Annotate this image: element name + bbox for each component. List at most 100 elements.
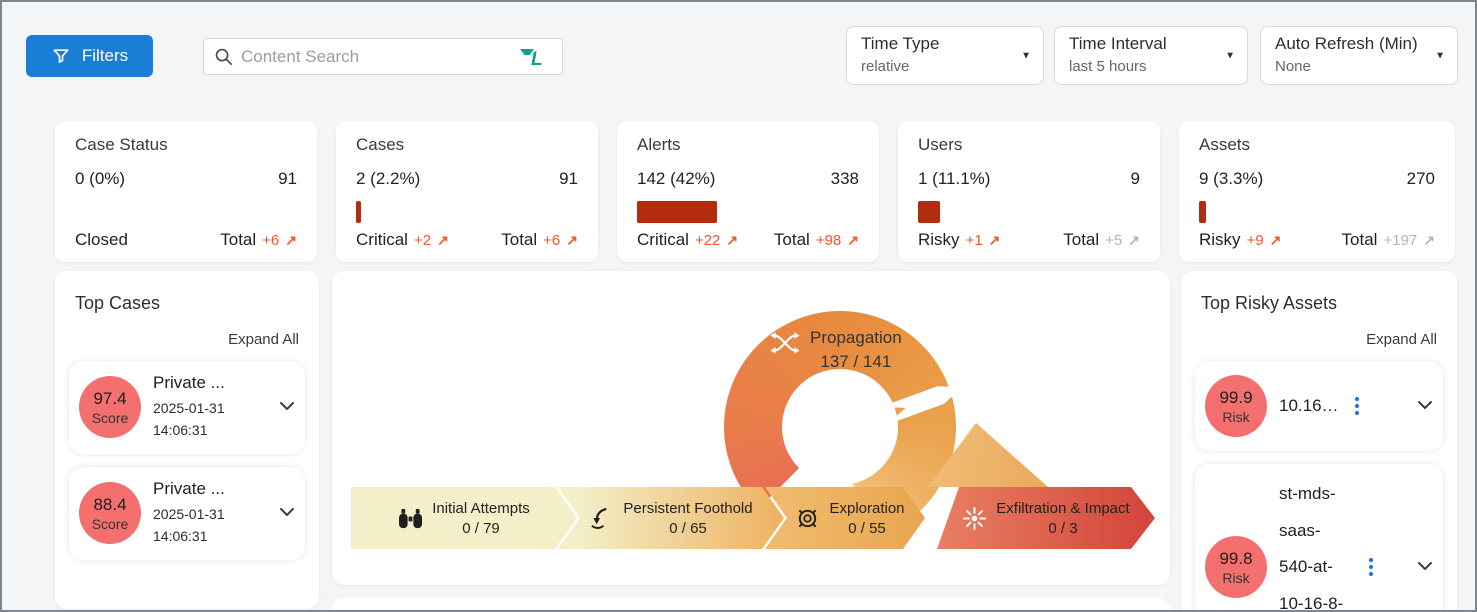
asset-list-item[interactable]: 99.8 Risk st-mds-saas-540-at-10-16-8-20 <box>1195 464 1443 612</box>
stat-card-cases[interactable]: Cases 2 (2.2%) 91 Critical +2 ↗ Total +6… <box>336 121 598 262</box>
top-risky-assets-title: Top Risky Assets <box>1201 293 1338 313</box>
case-score-label: Score <box>91 409 129 426</box>
foothold-icon <box>589 507 614 530</box>
top-cases-expand-all[interactable]: Expand All <box>228 331 299 348</box>
asset-risk-badge: 99.9 Risk <box>1205 375 1267 437</box>
chevron-down-icon[interactable] <box>279 398 295 416</box>
filters-button-label: Filters <box>81 46 129 65</box>
severity-bar <box>356 201 361 223</box>
footer-left-label: Critical <box>356 230 408 249</box>
next-panel-edge <box>332 598 1170 610</box>
propagation-count: 137 / 141 <box>820 352 892 371</box>
search-icon <box>214 47 233 66</box>
stage-persistent-foothold: Persistent Foothold 0 / 65 <box>558 487 784 549</box>
more-options-icon[interactable] <box>1354 397 1359 415</box>
stage-exfiltration-impact: Exfiltration & Impact 0 / 3 <box>937 487 1155 549</box>
top-cases-title: Top Cases <box>75 293 161 313</box>
kill-chain-panel: Propagation 137 / 141 Initial Attempts 0… <box>332 271 1170 585</box>
footer-right-delta: +98 <box>815 232 842 249</box>
stat-right-value: 91 <box>278 169 297 188</box>
footer-left-label: Closed <box>75 230 128 249</box>
footer-right-label: Total <box>501 230 538 249</box>
top-risky-assets-expand-all[interactable]: Expand All <box>1366 331 1437 348</box>
case-score-badge: 88.4 Score <box>79 482 141 545</box>
stage-initial-attempts: Initial Attempts 0 / 79 <box>351 487 577 549</box>
trend-up-icon: ↗ <box>566 232 578 248</box>
auto-refresh-label: Auto Refresh (Min) <box>1275 34 1418 53</box>
top-risky-assets-panel: Top Risky Assets Expand All 99.9 Risk 10… <box>1181 271 1457 612</box>
asset-name: st-mds-saas-540-at-10-16-8-20 <box>1279 484 1344 612</box>
stat-left-value: 2 (2.2%) <box>356 169 421 188</box>
case-name: Private ... <box>153 373 225 392</box>
stat-card-title: Users <box>918 135 963 154</box>
search-input[interactable] <box>241 46 510 67</box>
footer-left-label: Risky <box>1199 230 1241 249</box>
footer-left-delta: +1 <box>965 232 983 249</box>
case-score-value: 97.4 <box>93 388 127 408</box>
stat-right-value: 91 <box>559 169 578 188</box>
trend-up-icon: ↗ <box>1423 232 1435 248</box>
footer-left-label: Critical <box>637 230 689 249</box>
case-list-item[interactable]: 88.4 Score Private ... 2025-01-31 14:06:… <box>69 466 305 560</box>
footer-right-delta: +6 <box>543 232 561 249</box>
case-time: 14:06:31 <box>153 422 208 439</box>
stat-card-assets[interactable]: Assets 9 (3.3%) 270 Risky +9 ↗ Total +19… <box>1179 121 1455 262</box>
stat-card-title: Alerts <box>637 135 681 154</box>
target-icon <box>795 506 820 531</box>
stat-right-value: 338 <box>830 169 859 188</box>
stat-left-value: 142 (42%) <box>637 169 716 188</box>
trend-up-icon: ↗ <box>437 232 449 248</box>
asset-name: 10.16… <box>1279 396 1339 415</box>
footer-left-delta: +22 <box>694 232 721 249</box>
case-list-item[interactable]: 97.4 Score Private ... 2025-01-31 14:06:… <box>69 361 305 454</box>
auto-refresh-value: None <box>1275 58 1311 75</box>
stat-left-value: 1 (11.1%) <box>918 169 991 188</box>
time-interval-value: last 5 hours <box>1069 58 1147 75</box>
asset-risk-label: Risk <box>1222 408 1250 425</box>
time-type-dropdown[interactable]: Time Type relative ▼ <box>846 26 1044 85</box>
time-interval-dropdown[interactable]: Time Interval last 5 hours ▼ <box>1054 26 1248 85</box>
case-date: 2025-01-31 <box>153 400 225 416</box>
asset-risk-value: 99.8 <box>1219 548 1253 568</box>
stat-left-value: 0 (0%) <box>75 169 126 188</box>
asset-list-item[interactable]: 99.9 Risk 10.16… <box>1195 361 1443 451</box>
stat-card-case-status[interactable]: Case Status 0 (0%) 91 Closed Total +6 ↗ <box>55 121 317 262</box>
more-options-icon[interactable] <box>1369 558 1373 577</box>
stage-exploration: Exploration 0 / 55 <box>765 487 925 549</box>
footer-right-label: Total <box>773 230 810 249</box>
caret-down-icon: ▼ <box>1225 50 1235 61</box>
content-search-box[interactable]: L <box>203 38 563 75</box>
filter-funnel-icon <box>51 46 71 66</box>
stat-card-alerts[interactable]: Alerts 142 (42%) 338 Critical +22 ↗ Tota… <box>617 121 879 262</box>
stage-label: Exploration <box>829 499 905 517</box>
footer-left-delta: +2 <box>413 232 432 249</box>
chevron-down-icon[interactable] <box>279 504 295 522</box>
asset-risk-value: 99.9 <box>1219 387 1253 407</box>
stat-left-value: 9 (3.3%) <box>1199 169 1264 188</box>
stage-label: Initial Attempts <box>432 499 530 517</box>
shuffle-icon <box>770 330 800 356</box>
footer-left-delta: +9 <box>1246 232 1264 249</box>
case-score-label: Score <box>91 515 129 532</box>
loop-ring-hole <box>782 369 898 485</box>
severity-bar <box>918 201 940 223</box>
chevron-down-icon[interactable] <box>1417 558 1433 576</box>
auto-refresh-dropdown[interactable]: Auto Refresh (Min) None ▼ <box>1260 26 1458 85</box>
case-score-badge: 97.4 Score <box>79 376 141 439</box>
stat-card-users[interactable]: Users 1 (11.1%) 9 Risky +1 ↗ Total +5 ↗ <box>898 121 1160 262</box>
stage-count: 0 / 79 <box>462 519 500 537</box>
case-date: 2025-01-31 <box>153 505 225 522</box>
chevron-down-icon[interactable] <box>1417 397 1433 415</box>
trend-up-icon: ↗ <box>726 232 739 248</box>
stage-count: 0 / 55 <box>848 519 886 537</box>
propagation-stage: Propagation 137 / 141 <box>770 328 902 372</box>
trend-up-icon: ↗ <box>285 232 297 248</box>
trend-up-icon: ↗ <box>988 232 1001 248</box>
case-time: 14:06:31 <box>153 528 208 545</box>
filters-button[interactable]: Filters <box>26 35 153 77</box>
severity-bar <box>637 201 717 223</box>
case-name: Private ... <box>153 478 225 498</box>
footer-right-label: Total <box>1063 230 1100 249</box>
case-score-value: 88.4 <box>93 494 127 514</box>
footer-left-label: Risky <box>918 230 960 249</box>
